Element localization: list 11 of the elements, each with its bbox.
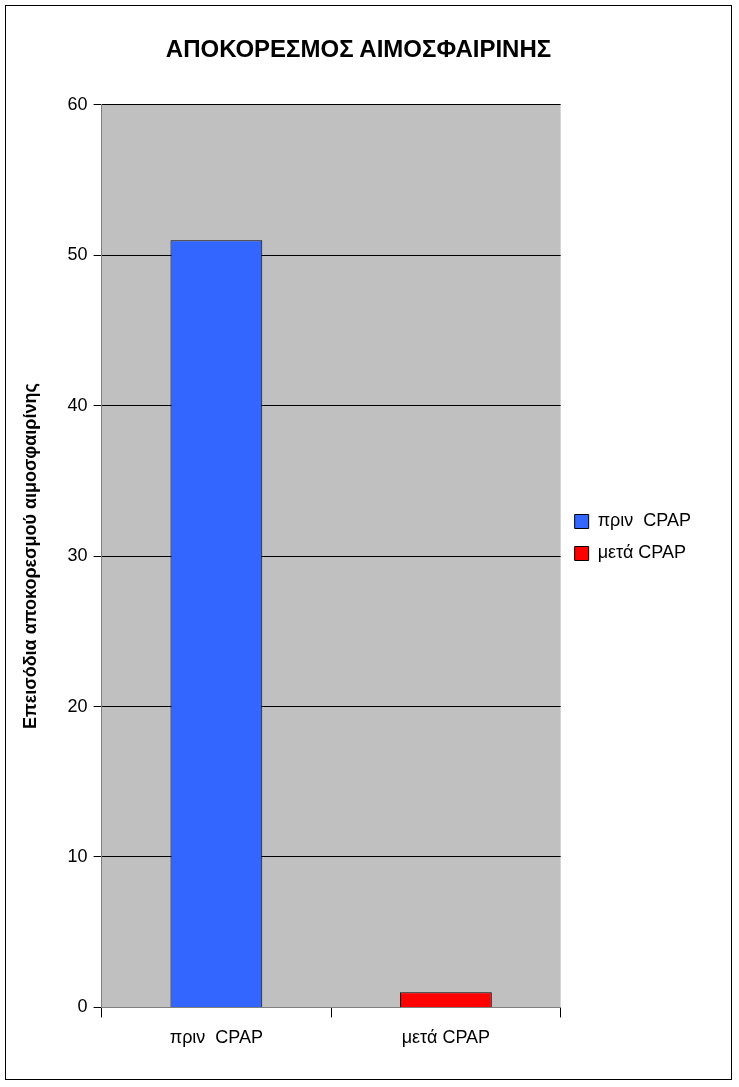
legend-label: πριν CPAP [597, 510, 691, 531]
y-tick-label: 20 [67, 695, 88, 716]
y-tick-label: 10 [67, 845, 88, 866]
y-tick-label: 60 [67, 93, 88, 114]
y-tick-label: 0 [77, 996, 88, 1017]
chart-title: ΑΠΟΚΟΡΕΣΜΟΣ ΑΙΜΟΣΦΑΙΡΙΝΗΣ [165, 35, 552, 63]
y-axis-title: Επεισόδια αποκορεσμού αιμοσφαιρίνης [19, 383, 40, 729]
y-tick-label: 50 [67, 244, 88, 265]
legend-label: μετά CPAP [597, 542, 686, 563]
y-tick-label: 40 [67, 394, 88, 415]
y-tick-label: 30 [67, 545, 88, 566]
